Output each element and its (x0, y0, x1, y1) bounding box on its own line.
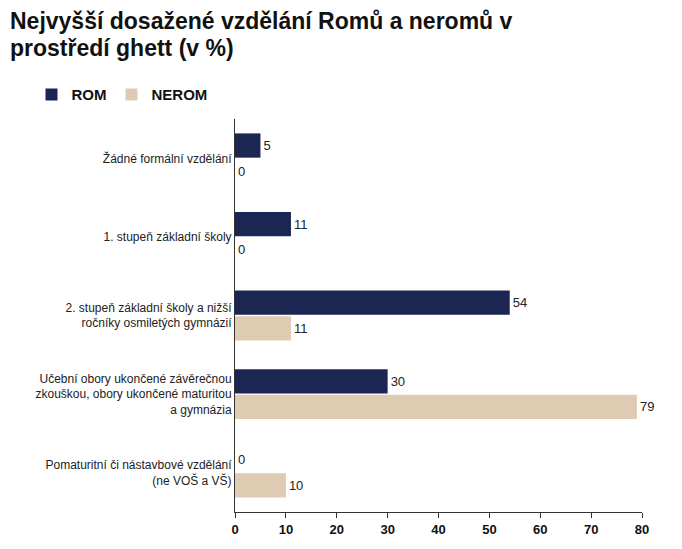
svg-text:70: 70 (584, 522, 598, 537)
svg-text:30: 30 (391, 374, 405, 389)
svg-text:0: 0 (231, 522, 238, 537)
svg-text:1. stupeň základní školy: 1. stupeň základní školy (104, 230, 232, 244)
svg-text:11: 11 (294, 217, 308, 232)
svg-text:30: 30 (380, 522, 394, 537)
svg-text:NEROM: NEROM (152, 86, 208, 103)
svg-text:60: 60 (533, 522, 547, 537)
svg-text:11: 11 (294, 321, 308, 336)
svg-text:Žádné formální vzdělání: Žádné formální vzdělání (103, 151, 232, 166)
html-text:Nejvyšší dosažené vzdělání Rom: Nejvyšší dosažené vzdělání Romů a neromů… (10, 8, 513, 61)
svg-text:40: 40 (431, 522, 445, 537)
svg-text:0: 0 (238, 164, 245, 179)
svg-text:Pomaturitní či nástavbové vzdě: Pomaturitní či nástavbové vzdělání(ne VO… (45, 458, 232, 488)
svg-text:79: 79 (640, 399, 654, 414)
svg-text:80: 80 (635, 522, 649, 537)
svg-text:Učební obory ukončené závěrečn: Učební obory ukončené závěrečnouzkouškou… (35, 372, 231, 417)
svg-text:10: 10 (289, 478, 303, 493)
svg-text:5: 5 (263, 138, 270, 153)
svg-text:2. stupeň základní školy a niž: 2. stupeň základní školy a nižšíročníky … (66, 301, 233, 331)
svg-text:ROM: ROM (72, 86, 107, 103)
svg-text:20: 20 (330, 522, 344, 537)
svg-text:54: 54 (513, 295, 527, 310)
svg-text:10: 10 (279, 522, 293, 537)
svg-text:50: 50 (482, 522, 496, 537)
svg-text:0: 0 (238, 452, 245, 467)
svg-text:0: 0 (238, 242, 245, 257)
